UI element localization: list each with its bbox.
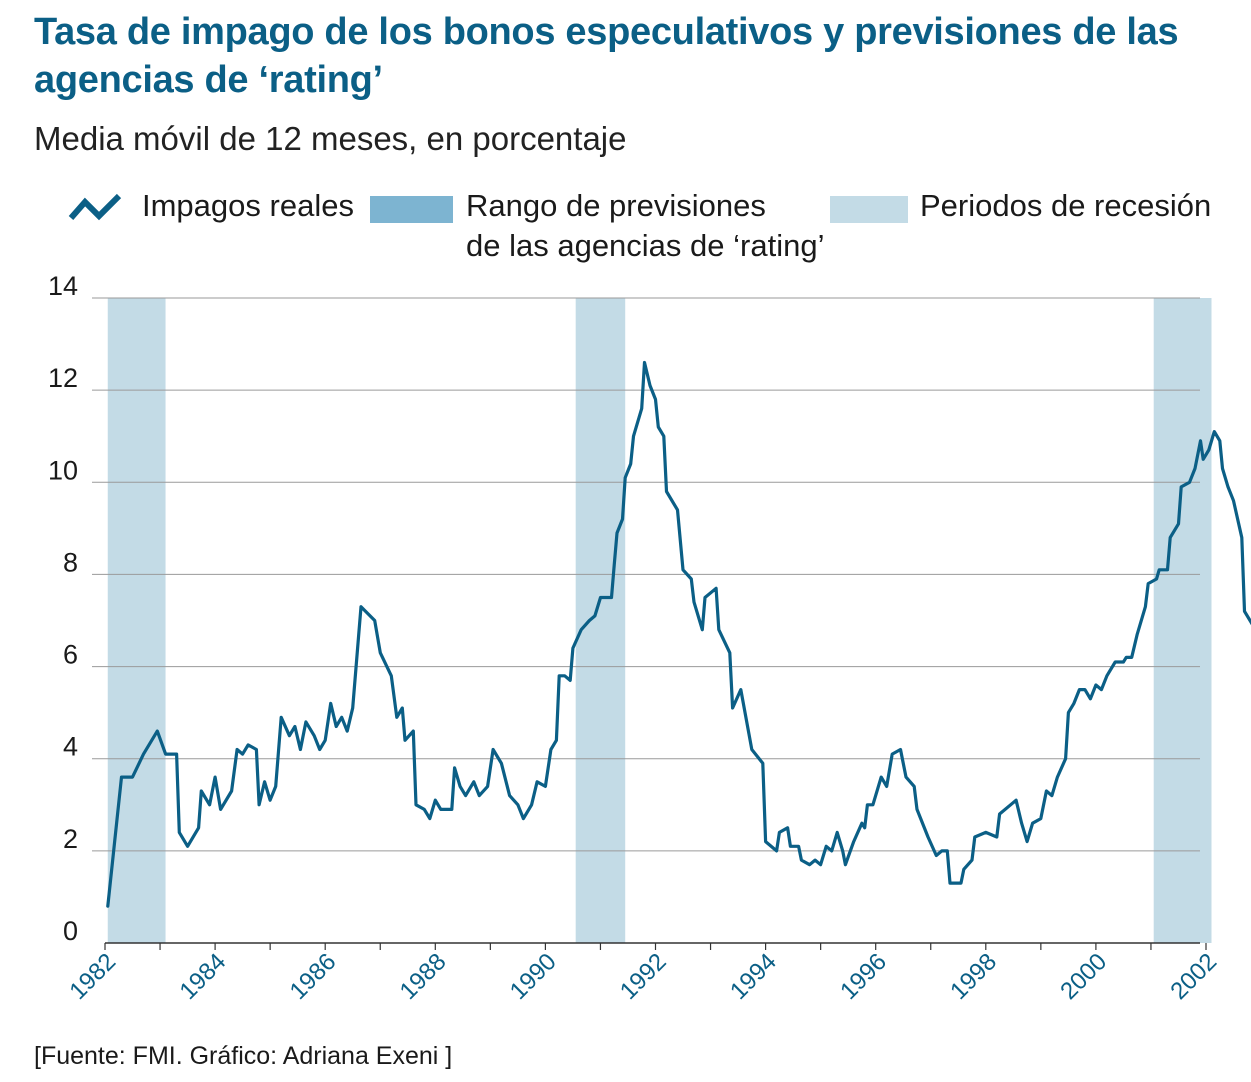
recession-band-3 [1153,298,1212,943]
y-tick-label-0: 0 [63,916,78,946]
legend-label-forecast-range: Rango de previsiones de las agencias de … [466,186,824,266]
chart-title: Tasa de impago de los bonos especulativo… [34,11,1179,101]
legend-label-forecast-range-line2: de las agencias de ‘rating’ [466,228,825,263]
legend-swatch-forecast-range [370,196,453,223]
source-note: [Fuente: FMI. Gráfico: Adriana Exeni ] [34,1042,453,1070]
x-tick-label-1998: 1998 [945,948,1002,1005]
legend-line-icon [68,193,122,221]
y-tick-label-8: 8 [63,547,78,577]
x-tick-label-1986: 1986 [285,948,342,1005]
legend-label-recession: Periodos de recesión [920,188,1212,223]
x-tick-label-1996: 1996 [835,948,892,1005]
recession-band-1 [107,298,166,943]
x-tick-labels: 1982 1984 1986 1988 1990 1992 1994 1996 1998 2000… [64,948,1222,1005]
recession-bands [107,298,1212,943]
x-tick-label-1994: 1994 [725,948,782,1005]
y-tick-label-12: 12 [48,363,78,393]
axes [104,942,1207,950]
x-tick-label-1992: 1992 [615,948,672,1005]
recession-band-2 [575,298,626,943]
chart-subtitle: Media móvil de 12 meses, en porcentaje [34,120,627,157]
legend-swatch-recession [830,196,908,223]
legend-label-actual: Impagos reales [142,188,354,223]
x-tick-label-1982: 1982 [64,948,121,1005]
y-tick-label-14: 14 [48,271,78,301]
y-tick-label-6: 6 [63,640,78,670]
series-layer [106,360,1251,908]
x-tick-label-1990: 1990 [505,948,562,1005]
y-tick-label-4: 4 [63,732,78,762]
x-tick-label-2000: 2000 [1055,948,1112,1005]
chart-plot: 0 2 4 6 8 10 12 14 1982 1984 1986 1988 1990 1992 1994… [48,271,1251,1005]
x-tick-label-1988: 1988 [395,948,452,1005]
x-tick-label-2002: 2002 [1165,948,1222,1005]
y-tick-labels: 0 2 4 6 8 10 12 14 [48,271,78,946]
y-tick-label-2: 2 [63,824,78,854]
legend-label-forecast-range-line1: Rango de previsiones [466,188,766,223]
series-line-1 [106,360,1251,908]
y-tick-label-10: 10 [48,455,78,485]
x-tick-label-1984: 1984 [174,948,231,1005]
